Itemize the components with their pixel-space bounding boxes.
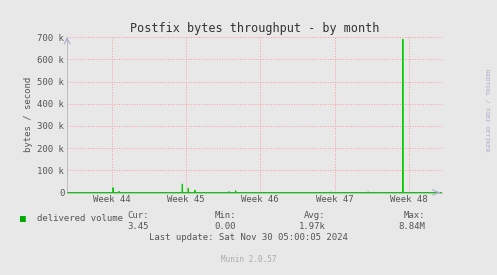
Text: 3.45: 3.45 [128, 222, 149, 230]
Y-axis label: bytes / second: bytes / second [24, 77, 33, 152]
Text: 0.00: 0.00 [215, 222, 236, 230]
Text: delivered volume: delivered volume [37, 214, 123, 223]
Text: Cur:: Cur: [128, 211, 149, 220]
Text: Min:: Min: [215, 211, 236, 220]
Text: 1.97k: 1.97k [299, 222, 326, 230]
Text: Max:: Max: [404, 211, 425, 220]
Text: Last update: Sat Nov 30 05:00:05 2024: Last update: Sat Nov 30 05:00:05 2024 [149, 233, 348, 242]
Title: Postfix bytes throughput - by month: Postfix bytes throughput - by month [130, 21, 379, 35]
Text: 8.84M: 8.84M [398, 222, 425, 230]
Text: Avg:: Avg: [304, 211, 326, 220]
Text: Munin 2.0.57: Munin 2.0.57 [221, 255, 276, 264]
Text: ■: ■ [20, 214, 26, 224]
Text: RRDTOOL / TOBI OETIKER: RRDTOOL / TOBI OETIKER [485, 69, 490, 151]
